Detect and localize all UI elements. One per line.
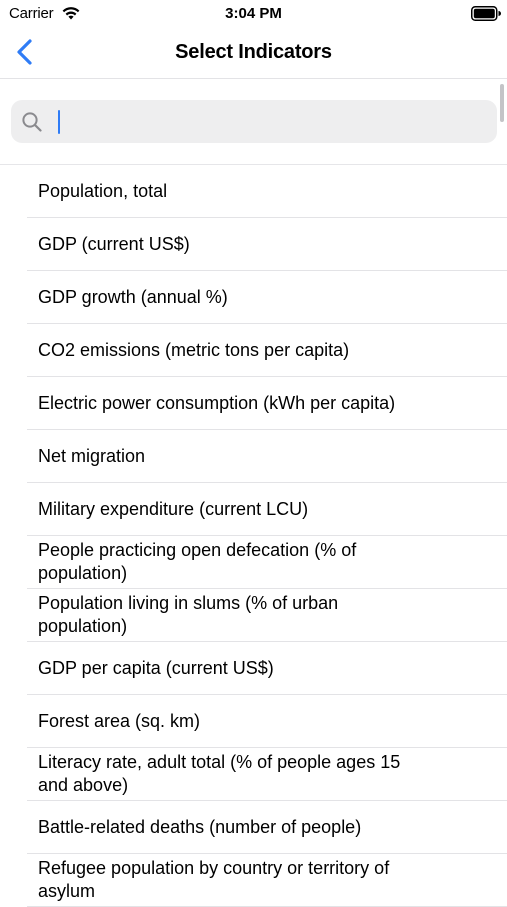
battery-icon (471, 6, 501, 21)
text-cursor (58, 110, 60, 134)
scroll-indicator (500, 84, 504, 122)
list-item-label: GDP per capita (current US$) (38, 657, 274, 678)
list-item-label: Population living in slums (% of urban p… (38, 593, 339, 636)
list-item-label: GDP growth (annual %) (38, 286, 228, 307)
list-item[interactable]: Population, total (27, 165, 507, 218)
list-item[interactable]: Electric power consumption (kWh per capi… (27, 377, 507, 430)
list-item[interactable]: Population living in slums (% of urban p… (27, 589, 507, 642)
list-item-label: Military expenditure (current LCU) (38, 498, 309, 519)
list-item[interactable]: Net migration (27, 430, 507, 483)
indicator-list: Population, total GDP (current US$) GDP … (0, 165, 507, 907)
list-item-label: Forest area (sq. km) (38, 710, 201, 731)
list-item[interactable]: Military expenditure (current LCU) (27, 483, 507, 536)
list-item-label: People practicing open defecation (% of … (38, 540, 357, 583)
list-item-label: Literacy rate, adult total (% of people … (38, 752, 401, 795)
list-item[interactable]: GDP per capita (current US$) (27, 642, 507, 695)
list-item[interactable]: Refugee population by country or territo… (27, 854, 507, 907)
list-item-label: Battle-related deaths (number of people) (38, 816, 362, 837)
list-item[interactable]: GDP (current US$) (27, 218, 507, 271)
list-item[interactable]: CO2 emissions (metric tons per capita) (27, 324, 507, 377)
list-item[interactable]: People practicing open defecation (% of … (27, 536, 507, 589)
list-item[interactable]: Battle-related deaths (number of people) (27, 801, 507, 854)
status-bar: Carrier 3:04 PM (0, 0, 507, 28)
search-input[interactable] (47, 106, 487, 137)
list-item[interactable]: GDP growth (annual %) (27, 271, 507, 324)
wifi-icon (62, 7, 80, 20)
search-field[interactable] (11, 100, 497, 143)
list-item-label: Population, total (38, 180, 168, 201)
chevron-left-icon (17, 39, 32, 65)
navigation-bar: Select Indicators (0, 28, 507, 79)
carrier-label: Carrier (9, 5, 54, 22)
list-item-label: Refugee population by country or territo… (38, 858, 390, 901)
search-bar-container (0, 79, 507, 165)
list-item-label: Electric power consumption (kWh per capi… (38, 392, 396, 413)
status-time: 3:04 PM (225, 5, 282, 22)
list-item-label: GDP (current US$) (38, 233, 190, 254)
list-item[interactable]: Literacy rate, adult total (% of people … (27, 748, 507, 801)
list-item-label: Net migration (38, 445, 146, 466)
list-item-label: CO2 emissions (metric tons per capita) (38, 339, 350, 360)
page-title: Select Indicators (175, 41, 332, 63)
search-icon (22, 112, 42, 132)
back-button[interactable] (10, 36, 40, 68)
list-item[interactable]: Forest area (sq. km) (27, 695, 507, 748)
